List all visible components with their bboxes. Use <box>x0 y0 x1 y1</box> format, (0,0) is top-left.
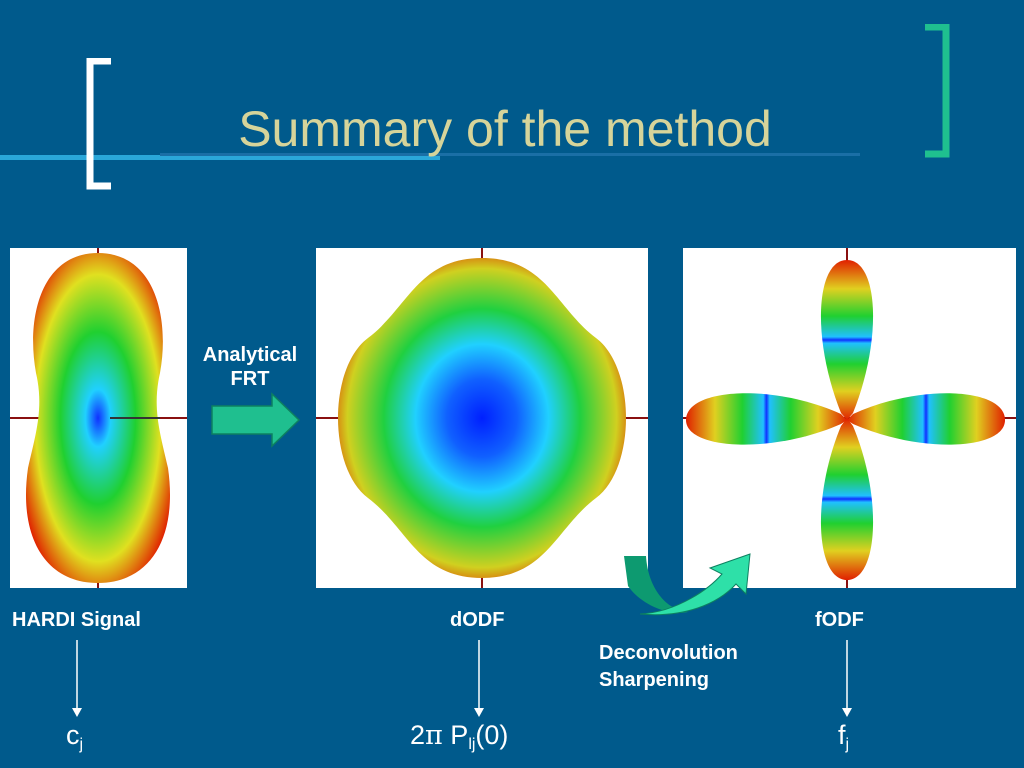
fodf-glyph <box>683 248 1016 588</box>
dodf-down-arrow <box>474 640 484 717</box>
hardi-signal-label: HARDI Signal <box>12 609 141 631</box>
dodf-symbol: 2π Plj(0) <box>410 720 508 754</box>
fodf-label: fODF <box>815 609 864 631</box>
title-rule-right <box>160 153 860 156</box>
bracket-right <box>925 24 950 158</box>
fodf-panel <box>683 248 1016 588</box>
dodf-label: dODF <box>450 609 505 631</box>
dodf-panel <box>316 248 648 588</box>
dodf-symbol-suffix: (0) <box>475 720 509 750</box>
fodf-symbol-main: f <box>838 720 846 750</box>
frt-label-line1: Analytical <box>202 344 298 366</box>
dodf-symbol-prefix: 2 <box>410 720 426 750</box>
deconvolution-label-line1: Deconvolution <box>599 642 738 664</box>
hardi-symbol-main: c <box>66 720 80 750</box>
fodf-symbol-sub: j <box>845 736 850 753</box>
hardi-down-arrow <box>72 640 82 717</box>
bracket-left <box>86 58 111 190</box>
deconvolution-label-line2: Sharpening <box>599 669 710 691</box>
hardi-signal-glyph <box>10 248 187 588</box>
deconvolution-label: Deconvolution Sharpening <box>599 641 738 692</box>
frt-label: Analytical FRT <box>185 343 315 391</box>
dodf-symbol-sub: lj <box>468 736 476 753</box>
title-rule-left <box>0 155 440 160</box>
fodf-down-arrow <box>842 640 852 717</box>
hardi-signal-panel <box>10 248 187 588</box>
page-title: Summary of the method <box>238 101 772 157</box>
frt-label-line2: FRT <box>230 368 270 390</box>
deconvolution-arrow <box>624 553 751 616</box>
dodf-symbol-pi: π <box>425 720 443 751</box>
fodf-symbol: fj <box>838 720 849 754</box>
frt-arrow <box>211 392 301 448</box>
dodf-symbol-main: P <box>450 720 469 750</box>
hardi-symbol: cj <box>66 720 83 754</box>
dodf-glyph <box>316 248 648 588</box>
hardi-symbol-sub: j <box>79 736 84 753</box>
